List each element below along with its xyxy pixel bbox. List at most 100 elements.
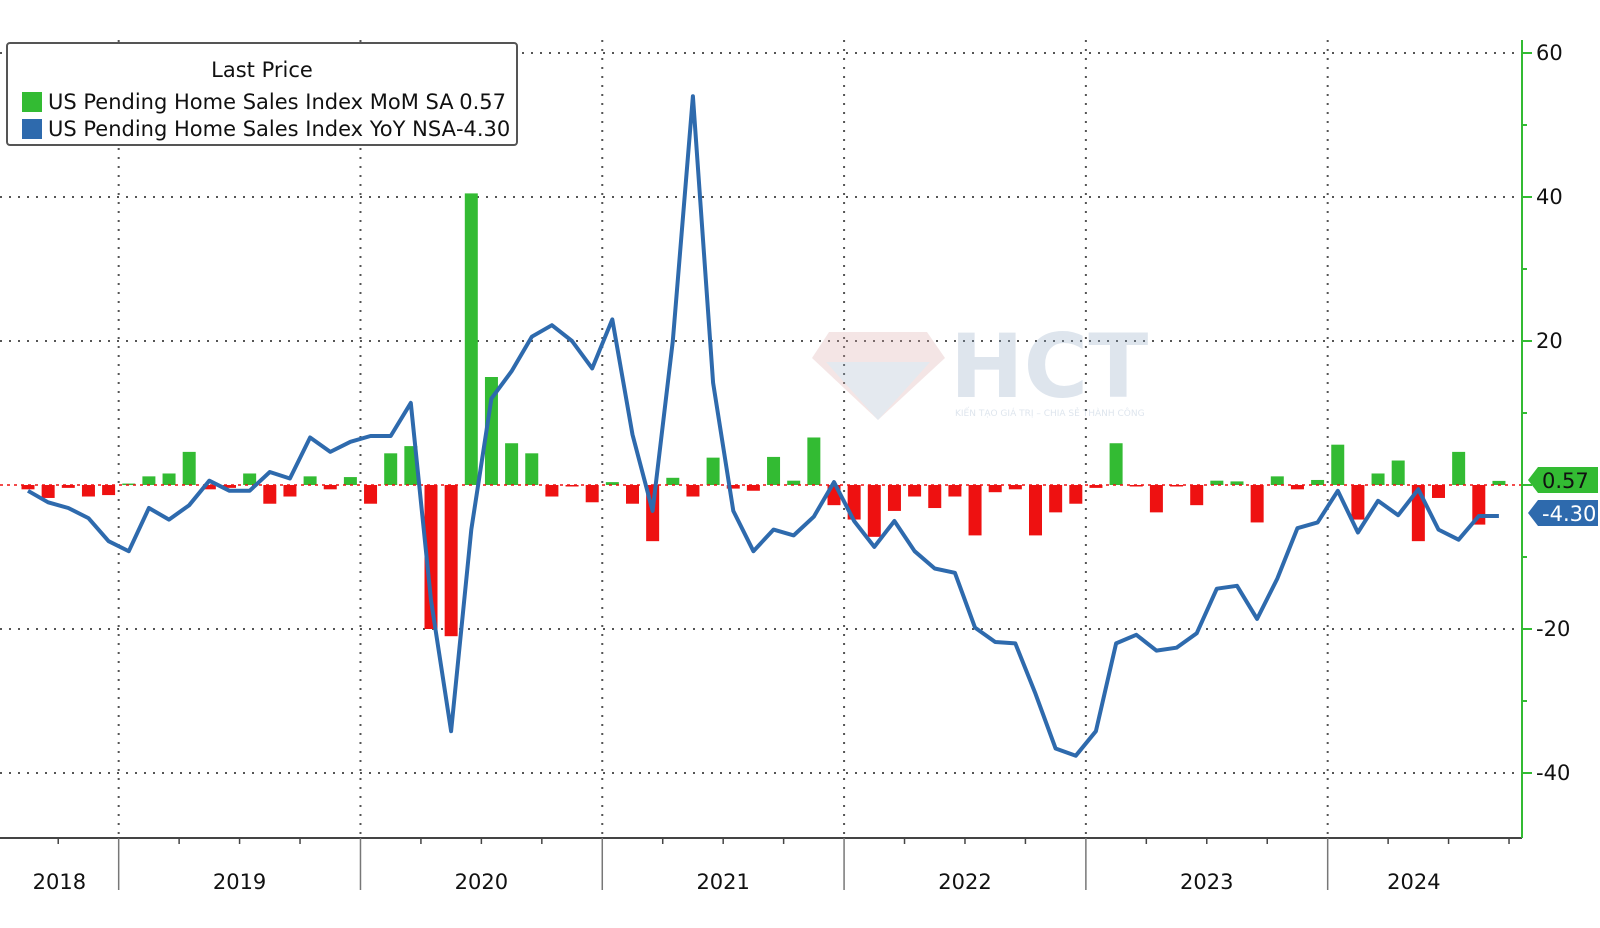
mom-bar (142, 476, 156, 485)
mom-bar (283, 485, 297, 497)
mom-bar (1149, 485, 1163, 513)
mom-bar (1492, 480, 1506, 485)
mom-bar (223, 485, 236, 488)
mom-bar (182, 451, 196, 485)
x-year-label: 2023 (1180, 870, 1233, 894)
yoy-line (27, 94, 1499, 758)
mom-bar (21, 485, 35, 490)
y-axis: 60 40 20 -20 -40 (1521, 40, 1570, 838)
mom-bar (61, 485, 75, 488)
watermark-tagline: KIẾN TẠO GIÁ TRỊ – CHIA SẺ THÀNH CÔNG (955, 407, 1145, 419)
mom-bar (1008, 485, 1022, 490)
legend-swatch-mom (22, 92, 42, 112)
hct-watermark: HCT KIẾN TẠO GIÁ TRỊ – CHIA SẺ THÀNH CÔN… (812, 315, 1148, 420)
last-value-text: -4.30 (1542, 502, 1596, 526)
mom-bar (384, 453, 398, 485)
mom-bar (545, 485, 559, 497)
last-value-text: 0.57 (1542, 469, 1589, 493)
mom-bar (525, 453, 539, 485)
mom-bar (948, 485, 962, 497)
mom-bar (1029, 485, 1042, 536)
mom-bar (162, 473, 176, 485)
mom-bar (1049, 485, 1063, 513)
mom-bar (908, 485, 922, 497)
legend-value-mom: 0.57 (459, 90, 506, 114)
mom-bar (1270, 476, 1284, 485)
legend-label-mom: US Pending Home Sales Index MoM SA (48, 90, 454, 114)
x-year-label: 2024 (1387, 870, 1440, 894)
mom-bar (1452, 451, 1466, 485)
mom-bar (666, 477, 680, 485)
mom-bar (585, 485, 599, 503)
mom-bar (505, 443, 519, 485)
mom-bar (807, 437, 821, 485)
mom-bar (202, 485, 216, 490)
mom-bar (404, 446, 418, 485)
y-tick-label: -40 (1536, 761, 1570, 785)
legend-value-yoy: -4.30 (455, 117, 511, 141)
mom-bar (1210, 480, 1224, 485)
mom-bar (887, 485, 901, 511)
mom-bar (343, 477, 357, 485)
last-value-labels: 0.57 -4.30 (1528, 467, 1598, 526)
mom-bar (263, 485, 277, 504)
x-year-label: 2022 (938, 870, 991, 894)
mom-bar (1190, 485, 1204, 506)
mom-bar (686, 485, 700, 497)
mom-bar (323, 485, 337, 490)
y-tick-label: 20 (1536, 329, 1563, 353)
chart-grid (0, 40, 1522, 838)
mom-bar (102, 485, 116, 496)
x-year-label: 2019 (213, 870, 266, 894)
x-year-label: 2020 (455, 870, 508, 894)
mom-bar (243, 473, 257, 485)
mom-bar (867, 485, 881, 537)
mom-bar (1230, 481, 1244, 485)
mom-bar (484, 377, 498, 485)
watermark-text: HCT (950, 315, 1148, 418)
mom-bar (364, 485, 378, 504)
y-tick-label: 40 (1536, 185, 1563, 209)
mom-bar (968, 485, 982, 536)
mom-bar (565, 485, 579, 487)
mom-bar (605, 482, 619, 485)
legend-item-yoy: US Pending Home Sales Index YoY NSA -4.3… (22, 116, 510, 142)
mom-bar (928, 485, 942, 509)
mom-bar (81, 485, 95, 497)
mom-bar (988, 485, 1002, 493)
last-value-tag (1528, 467, 1598, 493)
mom-bar (1371, 473, 1385, 485)
mom-bar (1311, 479, 1325, 485)
x-year-label: 2018 (33, 870, 86, 894)
y-tick-label: -20 (1536, 617, 1570, 641)
mom-bar (1432, 485, 1445, 498)
mom-bar (706, 457, 720, 485)
x-year-label: 2021 (696, 870, 749, 894)
mom-bar (464, 193, 478, 485)
legend-title: Last Price (211, 58, 313, 82)
mom-bar (787, 480, 801, 485)
hct-logo-facet (826, 362, 930, 420)
mom-bar (444, 485, 458, 637)
mom-bar (1109, 443, 1123, 485)
mom-bar (1391, 460, 1405, 485)
mom-bar (1290, 485, 1304, 490)
x-axis: 2018 2019 2020 2021 2022 2023 2024 (0, 837, 1522, 894)
mom-bar (424, 485, 438, 629)
last-value-label: 0.57 (1528, 467, 1598, 493)
hct-logo-diamond (812, 332, 945, 420)
mom-bar (1331, 444, 1345, 485)
mom-bar (626, 485, 639, 504)
legend-swatch-yoy (22, 119, 42, 139)
mom-bar (726, 485, 740, 489)
legend-label-yoy: US Pending Home Sales Index YoY NSA (48, 117, 456, 141)
y-tick-label: 60 (1536, 41, 1563, 65)
mom-bar (41, 485, 55, 498)
mom-bar (1250, 485, 1264, 523)
legend: Last Price US Pending Home Sales Index M… (6, 42, 518, 146)
mom-bar (303, 476, 317, 485)
mom-bar (1351, 485, 1365, 520)
legend-item-mom: US Pending Home Sales Index MoM SA 0.57 (22, 89, 506, 115)
mom-bar (746, 485, 760, 491)
